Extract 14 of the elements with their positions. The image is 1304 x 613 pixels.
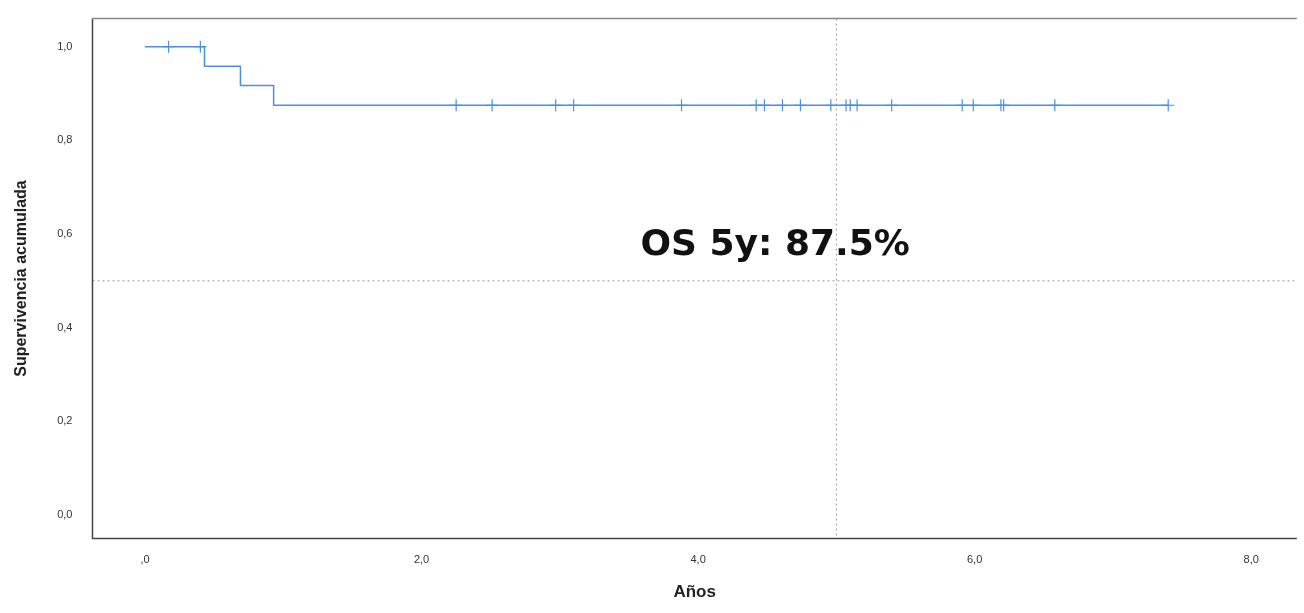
x-tick-label: 2,0 — [413, 553, 430, 566]
y-axis-title: Supervivencia acumulada — [12, 180, 30, 377]
y-tick-label: 0,2 — [57, 414, 73, 427]
x-tick-label: 8,0 — [1243, 553, 1259, 566]
x-tick-label: 6,0 — [966, 553, 983, 566]
y-tick-label: 0,8 — [57, 133, 73, 146]
x-tick-label: ,0 — [140, 553, 150, 566]
y-tick-label: 0,0 — [57, 508, 73, 521]
x-tick-label: 4,0 — [690, 553, 706, 566]
annotation: OS 5y: 87.5% — [640, 222, 910, 264]
y-tick-label: 0,6 — [57, 227, 73, 240]
y-tick-label: 0,4 — [57, 320, 73, 333]
y-tick-label: 1,0 — [57, 39, 73, 52]
x-axis-title: Años — [673, 582, 716, 602]
